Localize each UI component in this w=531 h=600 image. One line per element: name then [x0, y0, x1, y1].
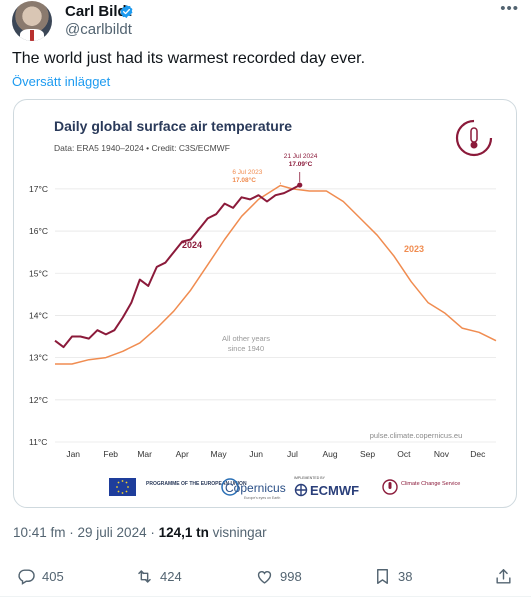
series-line-2023	[55, 184, 497, 365]
post-header: Carl Bildt @carlbildt •••	[12, 0, 519, 48]
x-tick-label: Jan	[66, 449, 80, 459]
ecmwf-logo-icon	[294, 483, 308, 497]
annotation-value-2024: 17.09°C	[289, 160, 313, 168]
author-handle[interactable]: @carlbildt	[65, 21, 132, 38]
verified-badge-icon	[120, 4, 133, 19]
x-tick-label: May	[211, 449, 228, 459]
y-tick-label: 16°C	[29, 226, 48, 236]
media-card[interactable]: Daily global surface air temperature Dat…	[13, 99, 517, 508]
y-tick-label: 15°C	[29, 268, 48, 278]
chart-title: Daily global surface air temperature	[54, 118, 292, 134]
eu-flag-icon	[116, 480, 129, 494]
reply-count: 405	[42, 568, 64, 584]
copernicus-logo-text: Copernicus	[225, 481, 286, 495]
avatar[interactable]	[12, 1, 52, 41]
translate-link[interactable]: Översätt inlägget	[12, 74, 111, 89]
other-years-label-line1: All other years	[222, 334, 270, 343]
y-tick-label: 12°C	[29, 395, 48, 405]
source-note: pulse.climate.copernicus.eu	[370, 431, 463, 440]
eu-logo-text: PROGRAMME OF THE EUROPEAN UNION	[146, 481, 247, 487]
like-count: 998	[280, 568, 302, 584]
c3s-logo-icon	[382, 479, 398, 495]
ecmwf-logo-text: ECMWF	[310, 483, 359, 498]
views-label: visningar	[212, 525, 267, 540]
c3s-logo-text: Climate Change Service	[401, 481, 460, 487]
more-options-icon[interactable]: •••	[500, 0, 519, 17]
bookmark-count: 38	[398, 568, 413, 584]
heart-icon	[257, 570, 272, 584]
x-tick-label: Nov	[434, 449, 450, 459]
series-line-2024	[54, 184, 301, 349]
action-bar: 405 424 998 38	[0, 561, 531, 591]
repost-icon	[138, 569, 151, 583]
series-label-2024: 2024	[182, 240, 202, 250]
x-tick-label: Oct	[397, 449, 411, 459]
share-button[interactable]	[494, 561, 513, 591]
annotation-dot-2024	[297, 182, 303, 188]
x-tick-label: Feb	[103, 449, 118, 459]
annotation-date-2024: 21 Jul 2024	[284, 153, 318, 160]
post-meta: 10:41 fm · 29 juli 2024 · 124,1 tn visni…	[13, 525, 267, 540]
reply-button[interactable]: 405	[17, 561, 64, 591]
divider	[0, 596, 531, 597]
x-tick-label: Mar	[137, 449, 152, 459]
logo-strip: PROGRAMME OF THE EUROPEAN UNION Copernic…	[109, 476, 460, 500]
x-tick-label: Sep	[360, 449, 375, 459]
post-text: The world just had its warmest recorded …	[12, 50, 366, 67]
author-name[interactable]: Carl Bildt	[65, 3, 132, 20]
bookmark-icon	[377, 568, 388, 584]
timestamp[interactable]: 10:41 fm · 29 juli 2024 ·	[13, 525, 155, 540]
x-tick-label: Aug	[322, 449, 337, 459]
x-tick-label: Apr	[176, 449, 189, 459]
annotation-date-2023: 6 Jul 2023	[232, 169, 262, 176]
annotation-value-2023: 17.08°C	[232, 176, 256, 184]
c3s-badge-icon	[455, 119, 493, 157]
views-count: 124,1 tn	[158, 525, 209, 540]
ecmwf-pre-text: IMPLEMENTED BY	[294, 476, 326, 480]
like-button[interactable]: 998	[255, 561, 302, 591]
bookmark-button[interactable]: 38	[373, 561, 412, 591]
copernicus-sub-text: Europe's eyes on Earth	[244, 496, 280, 500]
x-tick-label: Jul	[287, 449, 298, 459]
repost-count: 424	[160, 568, 182, 584]
series-label-2023: 2023	[404, 244, 424, 254]
x-tick-label: Dec	[470, 449, 486, 459]
y-tick-label: 17°C	[29, 184, 48, 194]
chart-subtitle: Data: ERA5 1940–2024 • Credit: C3S/ECMWF	[54, 143, 230, 153]
other-years-label-line2: since 1940	[228, 344, 264, 353]
temperature-chart: Daily global surface air temperature Dat…	[14, 100, 497, 500]
copernicus-logo: Copernicus Europe's eyes on Earth	[221, 478, 286, 500]
y-tick-label: 13°C	[29, 353, 48, 363]
share-icon	[496, 568, 511, 584]
repost-button[interactable]: 424	[135, 561, 182, 591]
x-tick-label: Jun	[249, 449, 263, 459]
y-tick-label: 14°C	[29, 310, 48, 320]
reply-icon	[18, 568, 35, 585]
y-tick-label: 11°C	[29, 437, 47, 447]
